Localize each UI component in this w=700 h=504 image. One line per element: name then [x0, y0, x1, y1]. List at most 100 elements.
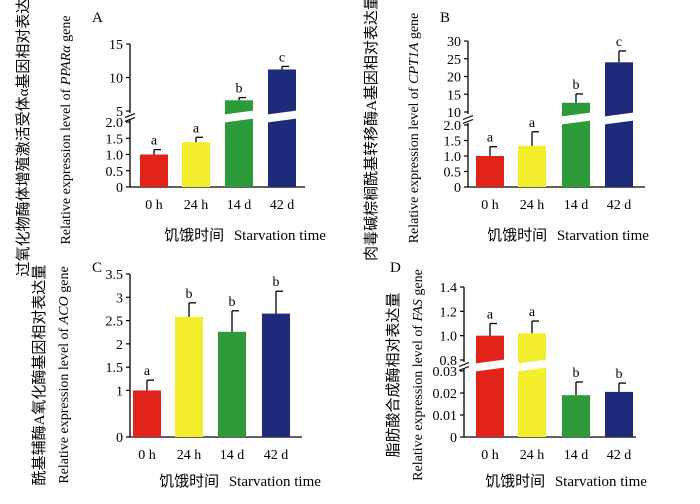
axis-break-mark — [124, 112, 136, 119]
x-tick-label: 42 d — [607, 198, 632, 213]
bar — [268, 69, 296, 187]
bar — [140, 154, 168, 187]
panel-c-ylabel-en: Relative expression level of ACO gene — [57, 266, 72, 483]
y-tick-label: 1.0 — [440, 330, 458, 345]
panel-d-ylabel-cn: 脂肪酸合成酶相对表达量 — [385, 292, 402, 457]
x-tick-label: 24 h — [520, 448, 545, 463]
significance-letter: b — [573, 78, 580, 93]
significance-letter: a — [151, 134, 158, 149]
panel-b-ylabel-en: Relative expression level of CPT1A gene — [407, 13, 422, 244]
y-tick-label: 10 — [447, 106, 461, 121]
x-tick-label: 0 h — [481, 198, 499, 213]
panel-d-ylabel-gene: FAS — [411, 299, 426, 322]
bar — [175, 316, 203, 437]
bar-break-gap — [561, 112, 591, 125]
panel-b: B 肉毒碱棕榈酰基转移酶A基因相对表达量 Relative expression… — [363, 0, 649, 261]
significance-letter: a — [193, 121, 200, 136]
panel-b-xlabel: 饥饿时间 Starvation time — [487, 227, 649, 244]
panel-c-ylabel-prefix: Relative expression level of — [57, 327, 72, 483]
axis-break-mark — [458, 361, 470, 368]
panel-c-xlabel: 饥饿时间 Starvation time — [159, 473, 321, 490]
axis-break-mark — [462, 118, 474, 125]
x-tick-label: 42 d — [270, 198, 295, 213]
panel-d-ylabel-suffix: gene — [411, 269, 426, 295]
y-tick-label: 0.8 — [440, 354, 458, 369]
y-tick-label: 1.5 — [106, 132, 124, 147]
panel-a-ylabel-en: Relative expression level of PPARα gene — [59, 15, 74, 244]
y-tick-label: 0.03 — [433, 365, 458, 380]
x-tick-label: 14 d — [220, 448, 245, 463]
significance-letter: b — [616, 367, 623, 382]
y-tick-label: 5 — [116, 105, 123, 120]
panel-d: D 脂肪酸合成酶相对表达量 Relative expression level … — [385, 260, 647, 490]
y-tick-label: 15 — [447, 88, 461, 103]
x-tick-label: 24 h — [520, 198, 545, 213]
y-tick-label: 0.5 — [106, 165, 124, 180]
y-tick-label: 20 — [447, 71, 461, 86]
x-tick-label: 0 h — [481, 448, 499, 463]
bar — [518, 145, 546, 187]
x-tick-label: 14 d — [564, 198, 589, 213]
bar — [476, 156, 504, 187]
bar-break-gap — [224, 110, 254, 123]
panel-c-ylabel-gene: ACO — [57, 296, 72, 325]
y-tick-label: 25 — [447, 53, 461, 68]
y-tick-label: 3 — [116, 291, 123, 306]
panel-b-ylabel-cn: 肉毒碱棕榈酰基转移酶A基因相对表达量 — [363, 0, 380, 261]
panel-c-ylabel-suffix: gene — [57, 266, 72, 292]
significance-letter: a — [487, 308, 494, 323]
significance-letter: a — [487, 131, 494, 146]
significance-letter: b — [186, 287, 193, 302]
y-tick-label: 1.4 — [440, 281, 458, 296]
panel-d-plot-area: 0 0.01 0.02 0.030.8 1.0 1.2 1.4 a 0 h a 24 h b 14 d b… — [433, 281, 636, 463]
panel-b-xlabel-en: Starvation time — [557, 228, 649, 244]
panel-c-xlabel-cn: 饥饿时间 — [159, 473, 219, 490]
bar-break-gap — [517, 359, 547, 372]
axis-break-mark — [124, 116, 136, 123]
y-tick-label: 2 — [116, 338, 123, 353]
y-tick-label: 0 — [450, 431, 457, 446]
panel-c-plot-area: 0 1 1.5 2 2.5 3 3.5 a 0 h b 24 h b 14 d b 42 d — [106, 268, 302, 463]
significance-letter: b — [229, 295, 236, 310]
x-tick-label: 42 d — [607, 448, 632, 463]
panel-a-ylabel-prefix: Relative expression level of — [59, 88, 74, 244]
y-tick-label: 10 — [109, 72, 123, 87]
x-tick-label: 24 h — [177, 448, 202, 463]
x-tick-label: 0 h — [145, 198, 163, 213]
panel-a-xlabel: 饥饿时间 Starvation time — [164, 227, 326, 244]
axis-break-mark — [462, 114, 474, 121]
panel-d-ylabel-prefix: Relative expression level of — [411, 325, 426, 481]
significance-letter: b — [236, 82, 243, 97]
x-tick-label: 14 d — [564, 448, 589, 463]
panel-a-letter: A — [92, 10, 103, 26]
bar-break-gap — [475, 359, 505, 372]
y-tick-label: 2.5 — [106, 315, 124, 330]
y-tick-label: 0.02 — [433, 387, 458, 402]
bar — [182, 142, 210, 187]
y-tick-label: 0.5 — [444, 166, 462, 181]
bar — [262, 313, 290, 437]
panel-d-xlabel-cn: 饥饿时间 — [485, 473, 545, 490]
bar — [605, 62, 633, 187]
x-tick-label: 24 h — [184, 198, 209, 213]
panel-c-xlabel-en: Starvation time — [229, 474, 321, 490]
y-tick-label: 0 — [116, 181, 123, 196]
bar — [518, 333, 546, 437]
y-tick-label: 3.5 — [106, 268, 124, 283]
panel-a-xlabel-cn: 饥饿时间 — [164, 227, 224, 244]
bar — [133, 390, 161, 437]
panel-b-ylabel-prefix: Relative expression level of — [407, 87, 422, 243]
panel-c-ylabel-cn: 酰基辅酶A氧化酶基因相对表达量 — [31, 265, 48, 486]
panel-d-ylabel-en: Relative expression level of FAS gene — [411, 269, 426, 481]
panel-d-xlabel: 饥饿时间 Starvation time — [485, 473, 647, 490]
panel-a: A 过氧化物酶体增殖激活受体α基因相对表达量 Relative expressi… — [15, 0, 326, 276]
panel-b-plot-area: 00.51.01.52.010 15 20 25 30 a 0 h a 24 h b 14 d c 42… — [444, 35, 645, 213]
bar — [476, 335, 504, 437]
panel-d-letter: D — [390, 260, 401, 276]
significance-letter: a — [144, 364, 151, 379]
panel-b-ylabel-suffix: gene — [407, 13, 422, 39]
panel-c-ylabel: 酰基辅酶A氧化酶基因相对表达量 Relative expression leve… — [31, 265, 72, 486]
significance-letter: c — [279, 50, 285, 65]
y-tick-label: 1.5 — [444, 135, 462, 150]
axis-break-mark — [458, 365, 470, 372]
